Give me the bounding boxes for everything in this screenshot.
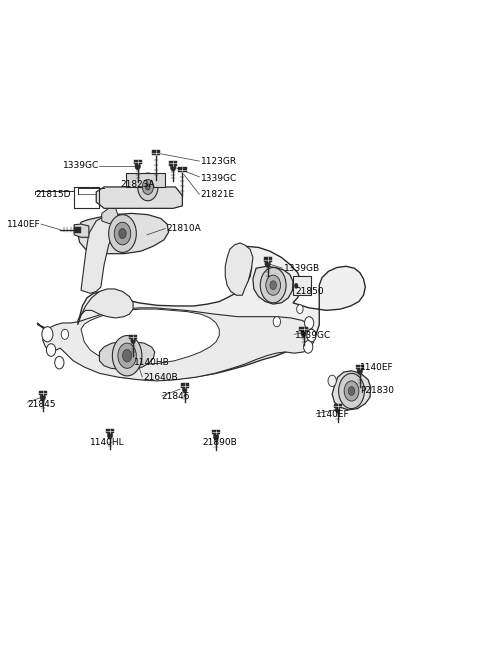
Circle shape bbox=[142, 179, 154, 194]
Circle shape bbox=[131, 337, 135, 344]
Text: P21830: P21830 bbox=[360, 386, 394, 396]
Circle shape bbox=[357, 367, 362, 375]
Circle shape bbox=[213, 432, 219, 440]
Polygon shape bbox=[81, 309, 219, 365]
Polygon shape bbox=[78, 213, 168, 254]
Text: 1140EF: 1140EF bbox=[316, 411, 349, 419]
Circle shape bbox=[265, 260, 270, 268]
Circle shape bbox=[344, 381, 359, 401]
Text: 1123GR: 1123GR bbox=[201, 157, 237, 165]
Bar bbox=[129, 335, 137, 339]
Polygon shape bbox=[332, 371, 371, 410]
Text: 21850: 21850 bbox=[295, 287, 324, 296]
Text: 1140HB: 1140HB bbox=[134, 358, 170, 367]
Bar bbox=[126, 173, 165, 187]
Circle shape bbox=[297, 304, 303, 314]
Text: 1140HL: 1140HL bbox=[90, 438, 125, 447]
Bar bbox=[356, 365, 364, 369]
Circle shape bbox=[307, 329, 316, 342]
Circle shape bbox=[170, 163, 176, 171]
Polygon shape bbox=[78, 289, 133, 325]
Polygon shape bbox=[96, 187, 182, 209]
Text: 21823A: 21823A bbox=[120, 180, 155, 189]
Polygon shape bbox=[253, 266, 293, 304]
Circle shape bbox=[328, 375, 336, 386]
Polygon shape bbox=[81, 217, 115, 293]
Circle shape bbox=[135, 163, 141, 170]
Circle shape bbox=[108, 431, 113, 439]
Bar bbox=[178, 167, 187, 172]
Circle shape bbox=[138, 173, 158, 201]
Text: 1140EF: 1140EF bbox=[7, 220, 41, 228]
Bar bbox=[300, 327, 308, 331]
Bar bbox=[334, 403, 342, 408]
Circle shape bbox=[260, 268, 286, 303]
Polygon shape bbox=[99, 342, 155, 369]
Text: 1339GC: 1339GC bbox=[201, 174, 237, 182]
Text: 21846: 21846 bbox=[162, 392, 190, 401]
Circle shape bbox=[266, 275, 280, 295]
Bar bbox=[38, 391, 47, 396]
Text: 21640B: 21640B bbox=[143, 373, 178, 382]
Circle shape bbox=[112, 336, 142, 376]
Circle shape bbox=[61, 329, 69, 339]
Circle shape bbox=[55, 356, 64, 369]
Bar bbox=[212, 430, 220, 434]
Circle shape bbox=[338, 373, 364, 409]
Polygon shape bbox=[102, 209, 118, 224]
Circle shape bbox=[301, 329, 306, 337]
Text: 21810A: 21810A bbox=[166, 224, 201, 233]
Polygon shape bbox=[74, 224, 89, 237]
Bar bbox=[106, 429, 114, 433]
Bar bbox=[264, 257, 272, 262]
Polygon shape bbox=[225, 243, 253, 295]
Text: 21821E: 21821E bbox=[201, 190, 235, 199]
Text: 1339GB: 1339GB bbox=[284, 264, 320, 273]
Bar bbox=[152, 150, 160, 155]
Circle shape bbox=[270, 281, 276, 289]
Circle shape bbox=[304, 317, 314, 329]
Text: 1140EF: 1140EF bbox=[360, 363, 394, 371]
Circle shape bbox=[273, 317, 280, 327]
Circle shape bbox=[336, 407, 340, 413]
Circle shape bbox=[118, 343, 136, 368]
Circle shape bbox=[119, 228, 126, 239]
Circle shape bbox=[348, 386, 355, 396]
Bar bbox=[292, 276, 311, 295]
Bar bbox=[74, 227, 81, 233]
Circle shape bbox=[182, 386, 187, 393]
Circle shape bbox=[42, 327, 53, 342]
Circle shape bbox=[40, 394, 46, 401]
Bar bbox=[180, 383, 189, 388]
Text: 21845: 21845 bbox=[27, 400, 56, 409]
Text: 21815D: 21815D bbox=[35, 190, 71, 199]
Text: 1339GC: 1339GC bbox=[63, 161, 99, 170]
Polygon shape bbox=[43, 308, 314, 381]
Text: 1339GC: 1339GC bbox=[295, 331, 332, 340]
Text: 21890B: 21890B bbox=[202, 438, 237, 447]
Circle shape bbox=[145, 184, 150, 190]
Circle shape bbox=[114, 222, 131, 245]
Polygon shape bbox=[37, 246, 365, 380]
Circle shape bbox=[303, 340, 313, 353]
Bar bbox=[133, 160, 142, 164]
Circle shape bbox=[294, 283, 298, 289]
Circle shape bbox=[108, 215, 136, 253]
Bar bbox=[169, 161, 177, 165]
Circle shape bbox=[47, 344, 56, 356]
Circle shape bbox=[122, 350, 132, 362]
